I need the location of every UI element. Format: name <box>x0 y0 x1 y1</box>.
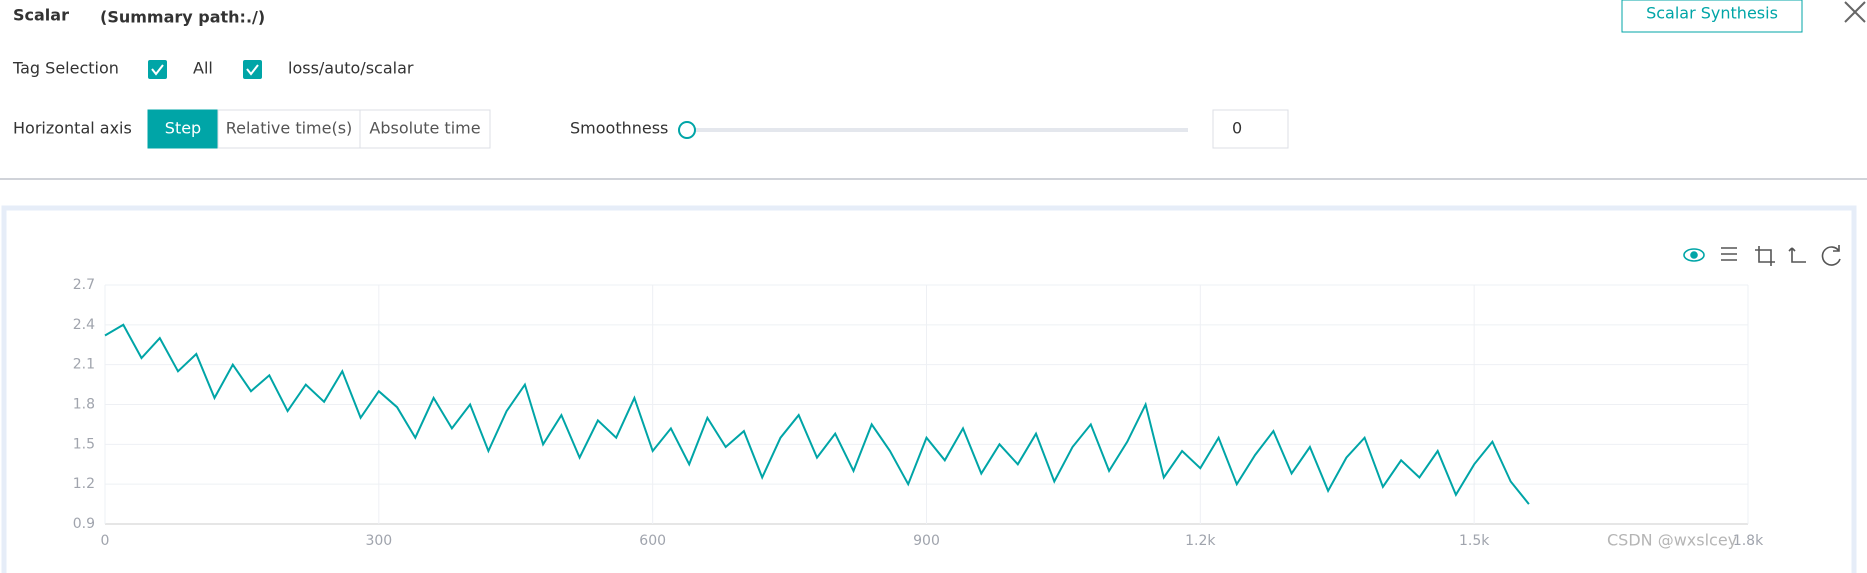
tag-label: Tag Selection <box>12 59 119 78</box>
y-tick-label: 2.4 <box>73 317 95 333</box>
tag-option[interactable]: All <box>193 59 213 78</box>
checkbox[interactable] <box>148 60 167 79</box>
smoothness-value[interactable]: 0 <box>1232 119 1242 138</box>
check <box>246 64 259 76</box>
x-tick-label: 1.5k <box>1459 533 1490 549</box>
watermark: CSDN @wxslcey <box>1607 531 1737 550</box>
check <box>151 64 164 76</box>
title: Scalar <box>13 6 69 25</box>
eye-icon[interactable] <box>1683 248 1705 262</box>
y-tick-label: 2.1 <box>73 357 95 373</box>
close-icon[interactable] <box>1844 1 1866 23</box>
x-tick-label: 1.2k <box>1185 533 1216 549</box>
smoothness-input[interactable] <box>1212 109 1289 149</box>
checkbox[interactable] <box>243 60 262 79</box>
axis-option[interactable] <box>147 109 219 149</box>
layers-icon[interactable] <box>1721 247 1737 261</box>
toolbar <box>1683 245 1841 266</box>
axis-option[interactable] <box>359 109 491 149</box>
series-line <box>104 323 1530 505</box>
chart-panel <box>1 205 1857 573</box>
reset-zoom-icon[interactable] <box>1788 247 1806 263</box>
slider-handle[interactable] <box>678 121 696 139</box>
axis-option-label[interactable]: Absolute time <box>369 119 480 138</box>
x-tick-label: 1.8k <box>1733 533 1764 549</box>
tag-option[interactable]: loss/auto/scalar <box>288 59 414 78</box>
y-tick-label: 0.9 <box>73 516 95 532</box>
axis-label: Horizontal axis <box>13 119 132 138</box>
x-tick-label: 600 <box>639 533 666 549</box>
y-tick-label: 1.5 <box>73 436 95 452</box>
synthesis-button[interactable] <box>1621 0 1803 33</box>
refresh-icon[interactable] <box>1821 245 1841 266</box>
synthesis-label[interactable]: Scalar Synthesis <box>1646 4 1778 23</box>
subtitle: (Summary path:./) <box>100 8 265 27</box>
axis-option-label[interactable]: Relative time(s) <box>226 119 353 138</box>
smoothness-label: Smoothness <box>570 119 668 138</box>
y-tick-label: 2.7 <box>73 277 95 293</box>
y-tick-label: 1.8 <box>73 397 95 413</box>
y-tick-label: 1.2 <box>73 476 95 492</box>
axis-option-label[interactable]: Step <box>165 119 201 138</box>
x-tick-label: 900 <box>913 533 940 549</box>
eye-pupil <box>1690 251 1698 259</box>
x-tick-label: 300 <box>365 533 392 549</box>
crop-icon[interactable] <box>1755 246 1775 266</box>
x-tick-label: 0 <box>101 533 110 549</box>
